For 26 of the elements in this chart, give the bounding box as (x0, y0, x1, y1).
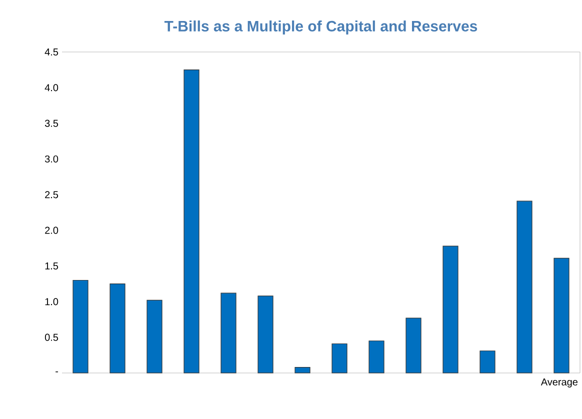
y-tick-label: 2.5 (45, 191, 58, 198)
y-tick-label: 1.0 (45, 298, 58, 306)
bar (110, 284, 126, 374)
chart-title: T-Bills as a Multiple of Capital and Reserves (164, 20, 478, 34)
y-tick-label: 3.5 (44, 120, 58, 127)
bar (516, 200, 532, 374)
bar (442, 246, 458, 374)
y-tick-label: - (56, 371, 58, 372)
x-tick-label: Average (540, 378, 578, 388)
bar (220, 292, 236, 374)
bar (146, 300, 162, 374)
y-tick-label: 2.0 (45, 226, 58, 234)
bar (368, 340, 384, 374)
bar (554, 258, 570, 374)
y-tick-label: 4.5 (44, 48, 58, 56)
bar (184, 70, 200, 374)
y-tick-label: 4.0 (44, 84, 58, 92)
bar (258, 296, 274, 374)
y-tick-label: 3.0 (44, 155, 58, 163)
y-tick-label: 0.5 (44, 334, 58, 341)
bar (480, 350, 496, 374)
bar (294, 366, 310, 374)
bar (332, 343, 348, 374)
y-tick-label: 1.5 (45, 262, 58, 270)
bar (72, 280, 88, 374)
bar (406, 318, 422, 374)
